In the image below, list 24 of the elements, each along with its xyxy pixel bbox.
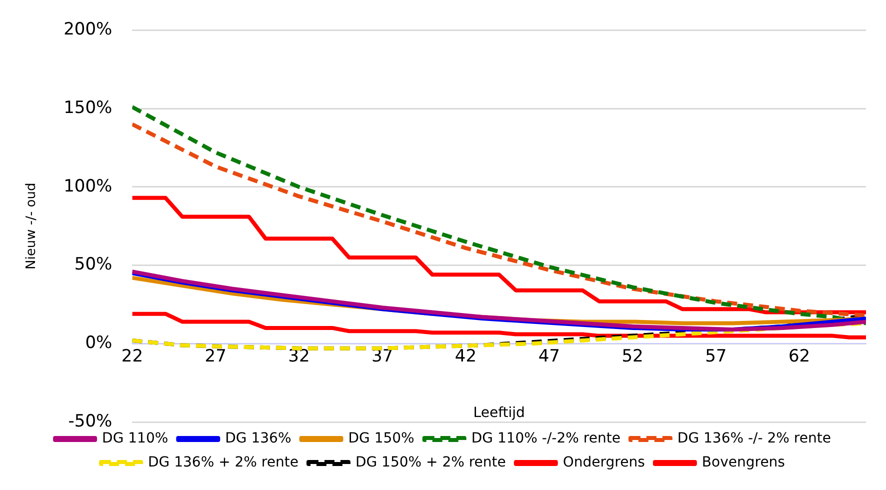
legend-label: Ondergrens (562, 454, 645, 471)
x-tick-label: 27 (204, 346, 226, 366)
y-tick-label: 150% (64, 98, 112, 118)
x-tick-label: 57 (705, 346, 727, 366)
legend-label: DG 136% + 2% rente (148, 454, 298, 471)
legend-label: DG 136% -/- 2% rente (677, 430, 831, 447)
legend-label: Bovengrens (702, 454, 785, 471)
legend-label: DG 150% (348, 430, 414, 447)
legend-label: DG 136% (225, 430, 292, 447)
x-axis-title: Leeftijd (473, 405, 525, 422)
x-tick-label: 42 (454, 346, 477, 366)
x-tick-label: 62 (788, 346, 810, 366)
legend-label: DG 110% (102, 430, 168, 447)
y-tick-label: 100% (64, 176, 112, 196)
legend-label: DG 110% -/-2% rente (471, 430, 620, 447)
x-tick-label: 47 (538, 346, 560, 366)
x-tick-label: 22 (121, 346, 144, 366)
y-tick-label: 50% (74, 254, 112, 275)
x-tick-label: 52 (622, 346, 644, 366)
y-axis-title: Nieuw -/- oud (24, 182, 40, 270)
y-tick-label: 200% (64, 20, 112, 40)
y-tick-label: 0% (85, 333, 112, 354)
legend-label: DG 150% + 2% rente (355, 454, 506, 471)
y-tick-label: -50% (68, 411, 112, 432)
